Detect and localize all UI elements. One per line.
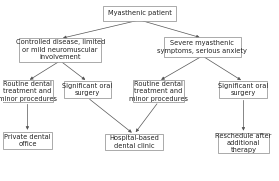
Text: Significant oral
surgery: Significant oral surgery xyxy=(218,83,268,96)
FancyBboxPatch shape xyxy=(218,133,269,153)
Text: Significant oral
surgery: Significant oral surgery xyxy=(62,83,113,96)
FancyBboxPatch shape xyxy=(3,132,52,149)
Text: Severe myasthenic
symptoms, serious anxiety: Severe myasthenic symptoms, serious anxi… xyxy=(157,40,247,54)
Text: Myasthenic patient: Myasthenic patient xyxy=(108,10,171,16)
Text: Private dental
office: Private dental office xyxy=(4,134,51,147)
FancyBboxPatch shape xyxy=(19,38,101,62)
FancyBboxPatch shape xyxy=(105,134,163,150)
FancyBboxPatch shape xyxy=(220,81,267,98)
Text: Routine dental
treatment and
minor procedures: Routine dental treatment and minor proce… xyxy=(129,81,188,102)
Text: Reschedule after
additional
therapy: Reschedule after additional therapy xyxy=(215,132,271,153)
FancyBboxPatch shape xyxy=(133,80,184,102)
Text: Controlled disease, limited
or mild neuromuscular
involvement: Controlled disease, limited or mild neur… xyxy=(16,39,105,60)
FancyBboxPatch shape xyxy=(2,80,53,102)
Text: Routine dental
treatment and
minor procedures: Routine dental treatment and minor proce… xyxy=(0,81,57,102)
FancyBboxPatch shape xyxy=(64,81,112,98)
Text: Hospital-based
dental clinic: Hospital-based dental clinic xyxy=(109,135,159,149)
FancyBboxPatch shape xyxy=(103,6,176,21)
FancyBboxPatch shape xyxy=(164,37,241,57)
